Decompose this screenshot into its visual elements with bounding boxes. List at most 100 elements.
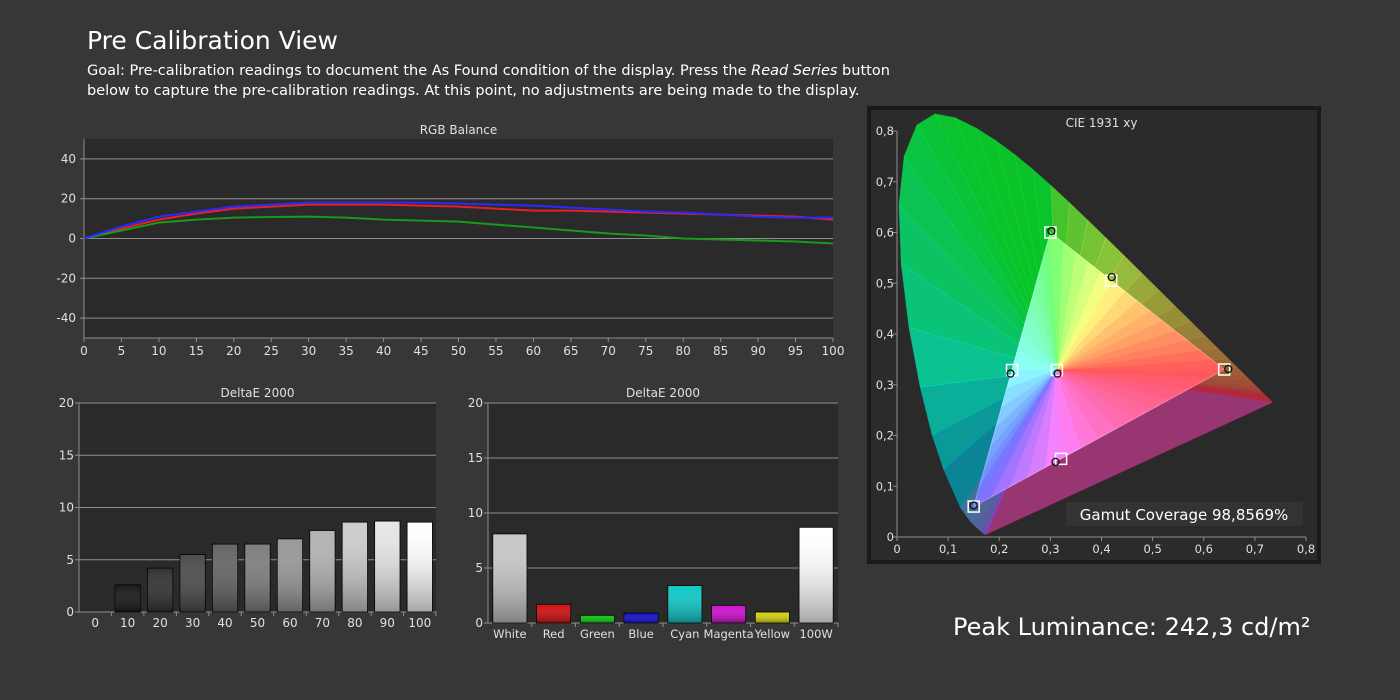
gray-bar-shade xyxy=(407,522,433,612)
rgb-xtick-label: 10 xyxy=(151,344,166,358)
cie-1931-chart: CIE 1931 xy 0 0,1 0,2 0,3 0,4 0,5 0,6 0,7 0,8 0 0,1… xyxy=(867,106,1321,564)
colors-xtick-label: Magenta xyxy=(704,627,754,641)
rgb-xtick-label: 100 xyxy=(822,344,845,358)
rgb-xtick-label: 85 xyxy=(713,344,728,358)
colors-xtick-label: Green xyxy=(580,627,615,641)
gray-ytick-label: 15 xyxy=(59,448,74,462)
cie-measured-marker xyxy=(1224,364,1233,374)
colors-ytick-label: 15 xyxy=(468,451,483,465)
gray-xtick-label: 30 xyxy=(185,616,200,630)
colors-bar-shade xyxy=(711,605,746,623)
rgb-blue-series-line xyxy=(83,201,833,240)
gray-xtick-label: 100 xyxy=(408,616,431,630)
colors-bar-shade xyxy=(580,615,615,623)
rgb-xtick-label: 15 xyxy=(189,344,204,358)
rgb-balance-chart: RGB Balance -40 -20 0 20 40 0 5 10 15 20 25 30 35 40 45… xyxy=(56,123,844,358)
rgb-xtick-label: 20 xyxy=(226,344,241,358)
gray-bar-shade xyxy=(244,544,271,612)
colors-xtick-label: Blue xyxy=(628,627,653,641)
cie-ytick-label: 0,2 xyxy=(876,429,894,443)
cie-measured-marker xyxy=(1053,369,1062,378)
cie-target-marker xyxy=(1104,274,1118,287)
peak-luminance: Peak Luminance: 242,3 cd/m² xyxy=(953,613,1311,641)
gray-xtick-label: 90 xyxy=(380,616,395,630)
cie-ytick-label: 0,6 xyxy=(876,226,894,240)
colors-ytick-label: 0 xyxy=(475,616,483,630)
gray-bar-shade xyxy=(147,568,173,612)
rgb-xtick-label: 25 xyxy=(264,344,279,358)
colors-xtick-label: White xyxy=(493,627,526,641)
gray-xtick-label: 60 xyxy=(282,616,297,630)
cie-ytick-label: 0,5 xyxy=(876,276,894,290)
rgb-xtick-label: 30 xyxy=(301,344,316,358)
rgb-chart-title: RGB Balance xyxy=(420,123,498,137)
rgb-xtick-label: 40 xyxy=(376,344,391,358)
colors-bar-shade xyxy=(624,613,659,623)
cie-ytick-label: 0,7 xyxy=(876,175,894,189)
colors-xtick-label: Yellow xyxy=(754,627,790,641)
rgb-xtick-label: 50 xyxy=(451,344,466,358)
cie-xtick-label: 0,1 xyxy=(939,542,957,556)
colors-chart-title: DeltaE 2000 xyxy=(626,386,700,400)
cie-gamut-triangle xyxy=(972,231,1226,508)
gray-bar-shade xyxy=(374,521,400,612)
gray-bar-shade xyxy=(115,584,141,612)
goal-suffix: button below to capture the pre-calibrat… xyxy=(87,63,890,99)
cie-xtick-label: 0,6 xyxy=(1195,542,1213,556)
colors-xtick-label: Red xyxy=(543,627,565,641)
gray-xtick-label: 70 xyxy=(315,616,330,630)
cie-xtick-label: 0,7 xyxy=(1246,542,1264,556)
cie-ytick-label: 0,8 xyxy=(876,124,894,138)
colors-xtick-label: 100W xyxy=(799,627,832,641)
cie-ytick-label: 0,1 xyxy=(876,479,894,493)
page-title: Pre Calibration View xyxy=(87,26,338,55)
gray-xtick-label: 40 xyxy=(217,616,232,630)
cie-chart-title: CIE 1931 xy xyxy=(1066,116,1138,130)
cie-xtick-label: 0,2 xyxy=(990,542,1008,556)
colors-ytick-label: 10 xyxy=(468,506,483,520)
rgb-xtick-label: 80 xyxy=(676,344,691,358)
gamut-coverage-label: Gamut Coverage 98,8569% xyxy=(1080,506,1289,524)
gray-bar-shade xyxy=(277,538,303,612)
gamut-coverage-box xyxy=(1066,502,1303,526)
gray-xtick-label: 50 xyxy=(250,616,265,630)
rgb-xtick-label: 75 xyxy=(638,344,653,358)
cie-xtick-label: 0,4 xyxy=(1092,542,1110,556)
cie-target-marker xyxy=(967,500,980,513)
rgb-xtick-label: 60 xyxy=(526,344,541,358)
rgb-xtick-label: 95 xyxy=(788,344,803,358)
goal-text: Goal: Pre-calibration readings to docume… xyxy=(87,61,917,101)
gray-ytick-label: 20 xyxy=(59,396,74,410)
gray-xtick-label: 80 xyxy=(347,616,362,630)
gray-bar-shade xyxy=(212,544,238,612)
deltae-colors-chart: DeltaE 2000 0 5 10 15 20 White Red Green Blue Cyan… xyxy=(468,386,839,641)
cie-xtick-label: 0,3 xyxy=(1041,542,1059,556)
cie-target-marker xyxy=(1050,363,1064,377)
cie-ytick-label: 0,3 xyxy=(876,378,894,392)
cie-target-marker xyxy=(1005,363,1019,377)
rgb-ytick-label: 20 xyxy=(61,192,76,206)
rgb-xtick-label: 90 xyxy=(750,344,765,358)
rgb-ytick-label: -20 xyxy=(56,271,76,285)
read-series-emphasis: Read Series xyxy=(751,63,838,79)
colors-xtick-label: Cyan xyxy=(670,627,699,641)
rgb-green-series-line xyxy=(83,215,834,245)
colors-bar-shade xyxy=(492,533,527,623)
rgb-xtick-label: 70 xyxy=(601,344,616,358)
gray-ytick-label: 0 xyxy=(66,605,74,619)
cie-measured-marker xyxy=(1047,226,1056,236)
gray-bar-shade xyxy=(309,530,336,612)
cie-xtick-label: 0,8 xyxy=(1297,542,1315,556)
cie-ytick-label: 0 xyxy=(887,530,894,544)
colors-ytick-label: 20 xyxy=(468,396,483,410)
cie-target-marker xyxy=(1217,363,1231,376)
colors-bar-shade xyxy=(799,527,834,623)
cie-measured-marker xyxy=(1051,457,1060,467)
goal-prefix: Goal: Pre-calibration readings to docume… xyxy=(87,63,752,79)
gray-xtick-label: 0 xyxy=(91,616,99,630)
deltae-grayscale-chart: DeltaE 2000 0 5 10 15 20 0 10 20 30 40 50 60 70 80 90 10… xyxy=(59,386,437,630)
colors-bar-shade xyxy=(667,585,702,623)
gray-ytick-label: 5 xyxy=(66,553,74,567)
rgb-ytick-label: 0 xyxy=(68,232,76,246)
